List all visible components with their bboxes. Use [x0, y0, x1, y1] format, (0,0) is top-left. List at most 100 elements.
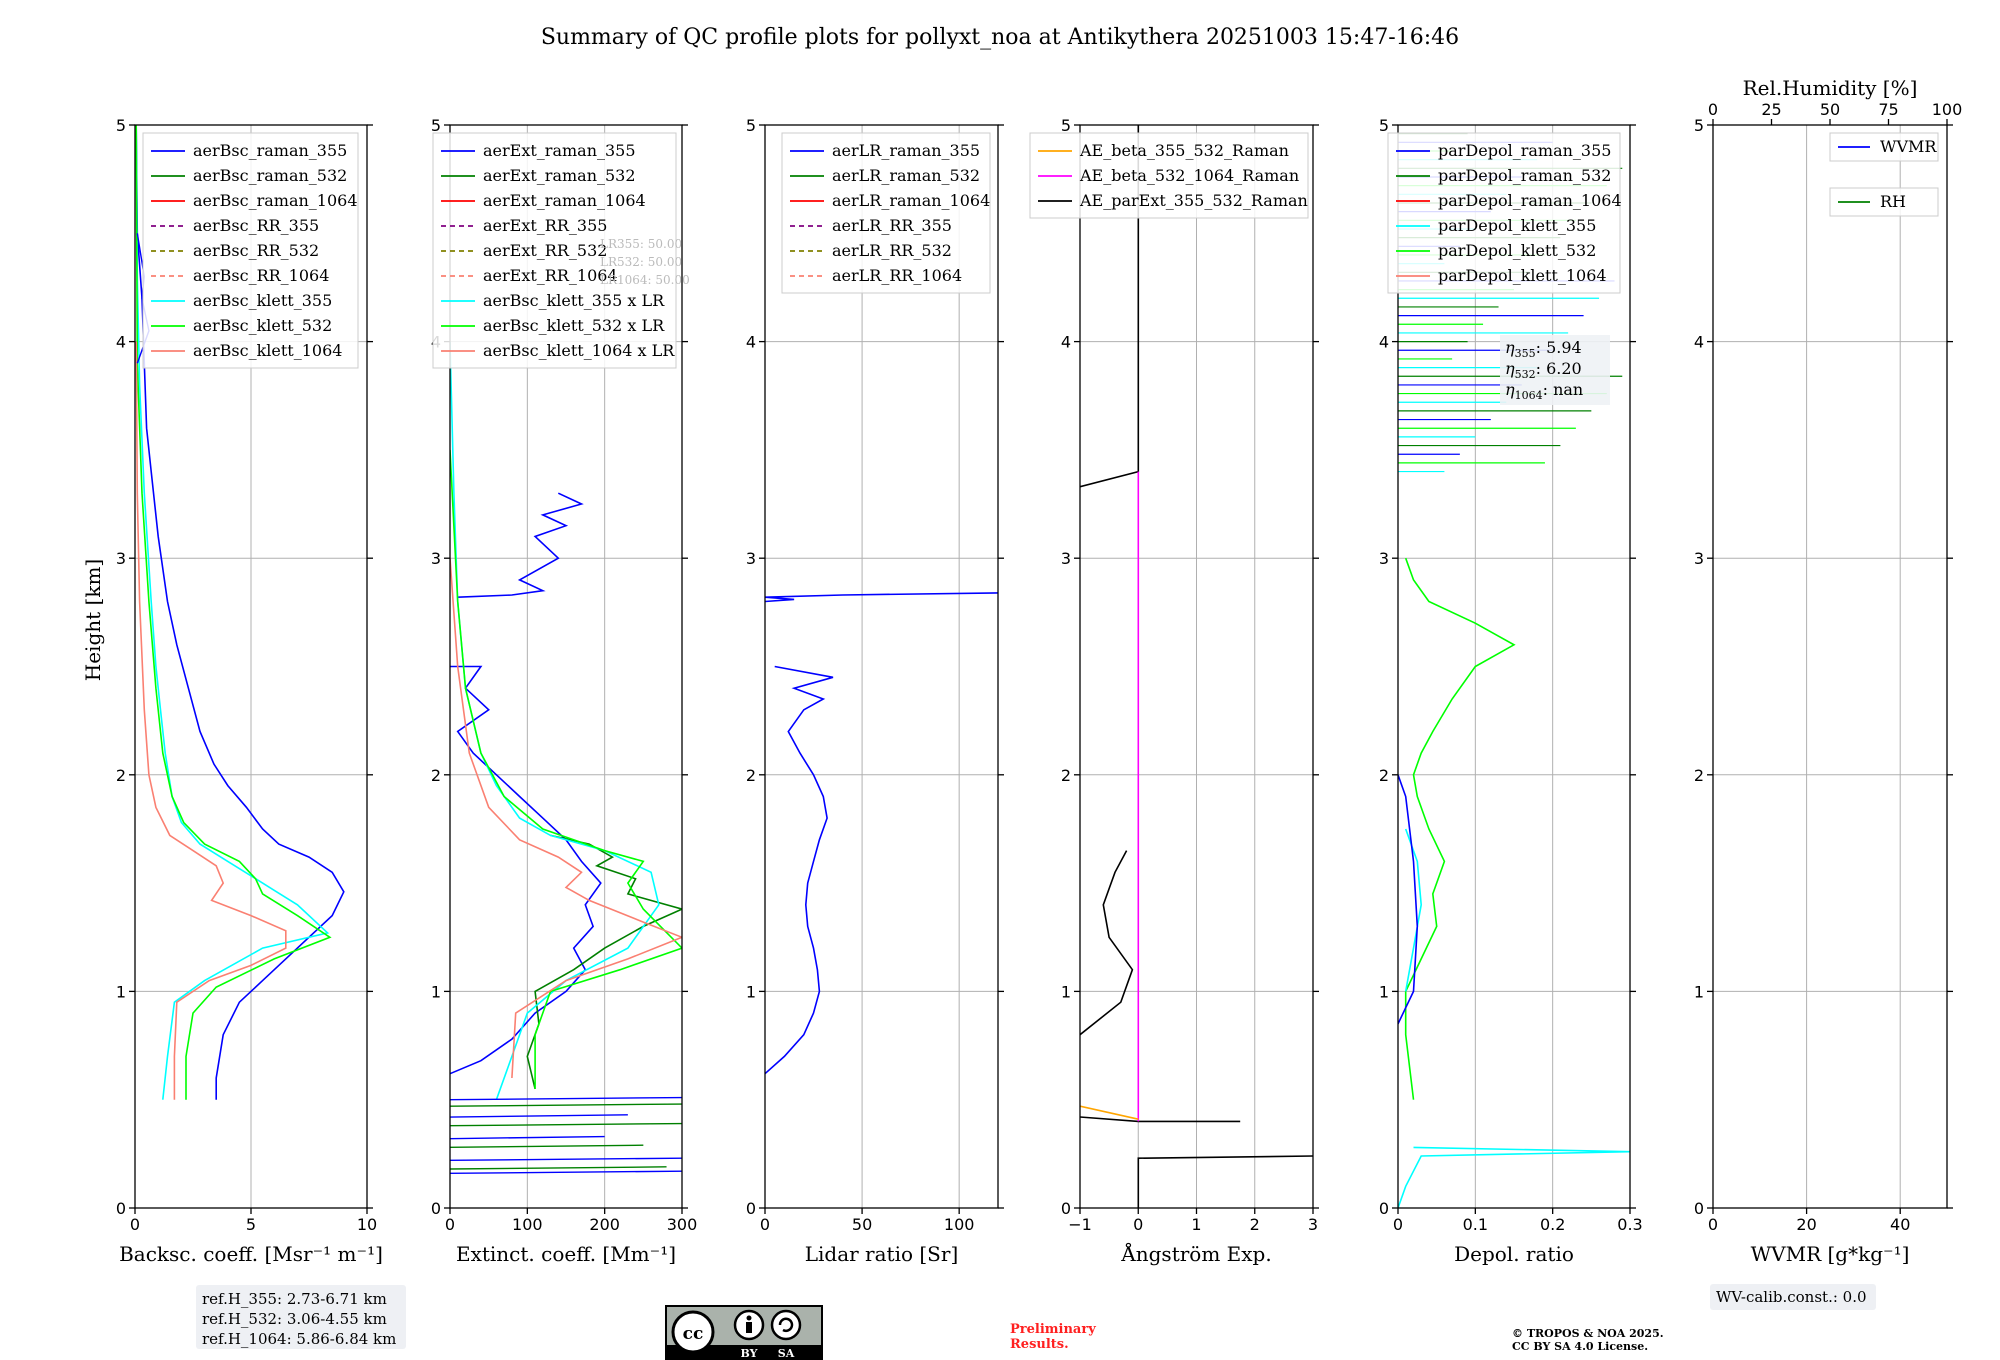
y-tick-label: 3 [746, 549, 756, 568]
x-tick-label: −1 [1068, 1215, 1092, 1234]
series-group [135, 125, 345, 1100]
series-noise [450, 1144, 644, 1149]
top-tick-label: 50 [1820, 100, 1840, 119]
panel-wvmr: 0 20 40 0 1 2 3 4 5 WVMR [g*kg⁻¹] 0 25 50 75 100 Rel.Hu… [1694, 76, 1962, 1266]
legend-label: aerExt_RR_532 [483, 241, 607, 260]
legend-label: RH [1880, 192, 1906, 211]
legend-label: aerLR_RR_532 [832, 241, 952, 260]
legend-frame [1387, 132, 1621, 294]
y-tick-label: 4 [1694, 333, 1704, 352]
panel-extinction: 0100200300012345Extinct. coeff. [Mm⁻¹]ae… [431, 116, 697, 1266]
x-tick-label: 3 [1308, 1215, 1318, 1234]
y-tick-label: 5 [746, 116, 756, 135]
series-aerLR_raman_355 [765, 665, 834, 1075]
legend-label: aerBsc_klett_355 [193, 291, 332, 310]
series-aerBsc_klett_355 x LR [450, 341, 660, 1100]
ref-height-532: ref.H_532: 3.06-4.55 km [202, 1310, 387, 1328]
ref-height-box: ref.H_355: 2.73-6.71 km ref.H_532: 3.06-… [196, 1285, 406, 1349]
series-group [765, 592, 998, 1075]
legend-label: aerLR_raman_1064 [832, 191, 990, 210]
series-noise [450, 1122, 682, 1127]
eta-label: η355: 5.94 [1505, 338, 1582, 360]
axes-frame [449, 124, 683, 1209]
series-AE_parExt_355_532_Raman_low [1080, 1116, 1241, 1123]
axes-frame [764, 124, 999, 1209]
x-tick-label: 0 [445, 1215, 455, 1234]
legend-label: aerExt_RR_1064 [483, 266, 618, 285]
x-tick-label: 200 [589, 1215, 620, 1234]
x-tick-label: 20 [1796, 1215, 1816, 1234]
series-group [450, 341, 682, 1175]
legend-label: aerExt_raman_1064 [483, 191, 646, 210]
top-tick-label: 0 [1708, 100, 1718, 119]
y-tick-label: 3 [1379, 549, 1389, 568]
lr-annotation: LR355: 50.00 [600, 237, 682, 251]
series-aerBsc_raman_355 [135, 125, 345, 1100]
x-tick-label: 300 [667, 1215, 698, 1234]
cc-icon [671, 1310, 715, 1354]
legend-label: aerBsc_RR_1064 [193, 266, 329, 285]
x-tick-label: 0 [1708, 1215, 1718, 1234]
legend: aerLR_raman_355 aerLR_raman_532 aerLR_rama… [781, 132, 991, 294]
legend-label: parDepol_raman_355 [1438, 141, 1611, 160]
legend-label: aerBsc_klett_532 x LR [483, 316, 665, 335]
x-tick-label: 2 [1250, 1215, 1260, 1234]
y-tick-label: 0 [1379, 1199, 1389, 1218]
x-tick-label: 40 [1890, 1215, 1910, 1234]
y-tick-label: 3 [1694, 549, 1704, 568]
series-noise [450, 1166, 667, 1170]
x-tick-label: 1 [1191, 1215, 1201, 1234]
eta-label: η1064: nan [1505, 380, 1583, 402]
legend: parDepol_raman_355 parDepol_raman_532 parD… [1387, 132, 1622, 294]
legend: WVMR RH [1829, 132, 1939, 217]
series-parDepol_klett_355 [1398, 1146, 1630, 1208]
y-tick-label: 4 [1061, 333, 1071, 352]
x-tick-label: 0.3 [1617, 1215, 1642, 1234]
series-noise [450, 1103, 682, 1107]
series-AE_parExt_355_532_Raman [1080, 850, 1134, 1036]
legend-label: parDepol_klett_532 [1438, 241, 1596, 260]
legend-label: aerBsc_RR_355 [193, 216, 319, 235]
wv-calib-text: WV-calib.const.: 0.0 [1716, 1288, 1867, 1306]
panel-backscatter: 0 5 10 0 1 2 3 4 5 Backsc. coeff. [Msr⁻¹ m⁻¹] aerB… [116, 116, 383, 1266]
y-tick-label: 2 [1379, 766, 1389, 785]
series-aerBsc_klett_532 x LR [450, 449, 682, 1089]
legend-label: aerLR_raman_355 [832, 141, 980, 160]
y-tick-label: 5 [1379, 116, 1389, 135]
series-aerLR_raman_355_upper [765, 592, 998, 603]
legend-frame [432, 132, 677, 369]
lr-annotation: LR1064: 50.00 [600, 273, 690, 287]
y-tick-label: 5 [431, 116, 441, 135]
series-parDepol_klett_355_mid [1404, 828, 1423, 992]
y-tick-label: 0 [116, 1199, 126, 1218]
legend-label: aerExt_raman_532 [483, 166, 636, 185]
legend-frame [781, 132, 991, 294]
series-parDepol_klett_532 [1404, 557, 1516, 1100]
ref-height-1064: ref.H_1064: 5.86-6.84 km [202, 1330, 396, 1348]
y-tick-label: 5 [1694, 116, 1704, 135]
legend-label: aerLR_RR_355 [832, 216, 952, 235]
x-tick-label: 5 [246, 1215, 256, 1234]
legend-label: aerBsc_raman_1064 [193, 191, 358, 210]
legend-label: AE_beta_532_1064_Raman [1079, 166, 1299, 185]
y-tick-label: 1 [116, 982, 126, 1001]
series-noise [450, 1114, 628, 1118]
legend-label: aerBsc_raman_532 [193, 166, 347, 185]
lr-annotation: LR532: 50.00 [600, 255, 682, 269]
y-tick-label: 0 [1694, 1199, 1704, 1218]
legend-label: parDepol_klett_355 [1438, 216, 1596, 235]
series-AE_parExt_355_532_Raman_low2 [1137, 1155, 1313, 1208]
x-tick-label: 50 [852, 1215, 872, 1234]
y-tick-label: 3 [116, 549, 126, 568]
top-tick-label: 25 [1761, 100, 1781, 119]
legend-label: aerBsc_RR_532 [193, 241, 319, 260]
series-aerExt_raman_355_upper [457, 492, 584, 598]
preliminary-line2: Results. [1010, 1337, 1069, 1352]
y-tick-label: 5 [1061, 116, 1071, 135]
series-noise [450, 1096, 682, 1101]
x-axis-label: Backsc. coeff. [Msr⁻¹ m⁻¹] [119, 1242, 383, 1266]
series-group [1080, 125, 1313, 1208]
wv-calib-box: WV-calib.const.: 0.0 [1710, 1284, 1876, 1310]
